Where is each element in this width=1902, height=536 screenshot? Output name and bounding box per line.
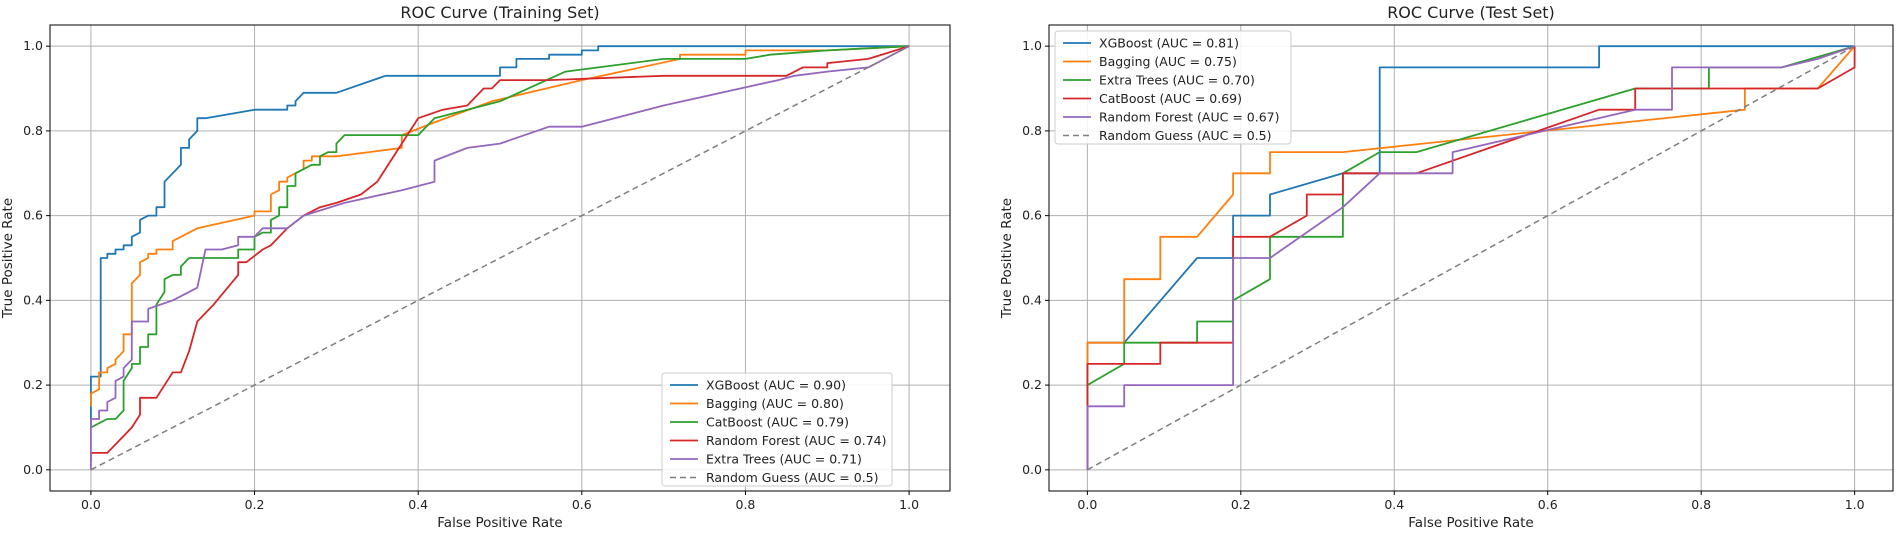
series-line-4	[90, 45, 910, 470]
x-tick-label: 0.8	[1691, 497, 1711, 512]
legend: XGBoost (AUC = 0.90) Bagging (AUC = 0.80)…	[661, 372, 893, 487]
y-tick-label: 0.0	[23, 462, 43, 477]
legend-label: Random Guess (AUC = 0.5)	[1099, 128, 1272, 143]
y-tick-label: 1.0	[23, 38, 43, 53]
x-axis-label: False Positive Rate	[437, 515, 562, 531]
test-roc-chart: 0.0 0.2 0.4 0.6 0.8 1.0 0.0 0.2 0.4 0.6 0.8 1.0 ROC …	[999, 3, 1894, 531]
y-tick-label: 0.6	[23, 208, 43, 223]
legend-label: CatBoost (AUC = 0.79)	[706, 415, 849, 430]
plot-frame	[49, 24, 951, 492]
x-tick-label: 0.4	[1384, 497, 1404, 512]
chart-title: ROC Curve (Training Set)	[400, 3, 599, 22]
y-tick-label: 1.0	[1022, 38, 1042, 53]
training-roc-chart: 0.0 0.2 0.4 0.6 0.8 1.0 0.0 0.2 0.4 0.6 0.8 1.0 ROC …	[0, 3, 951, 531]
x-tick-label: 0.0	[1077, 497, 1097, 512]
y-tick-label: 0.8	[1022, 123, 1042, 138]
y-axis-label: True Positive Rate	[999, 198, 1015, 319]
series-line-3	[1086, 46, 1856, 470]
series-line-3	[90, 45, 910, 462]
legend-label: CatBoost (AUC = 0.69)	[1099, 91, 1242, 106]
x-tick-label: 0.0	[81, 497, 101, 512]
legend-box	[661, 372, 893, 487]
x-axis-label: False Positive Rate	[1408, 515, 1533, 531]
x-tick-label: 1.0	[899, 497, 919, 512]
y-tick-label: 0.4	[23, 292, 43, 307]
series-line-0	[90, 45, 910, 428]
legend: XGBoost (AUC = 0.81) Bagging (AUC = 0.75)…	[1054, 30, 1292, 145]
y-axis-label: True Positive Rate	[0, 198, 16, 319]
series-line-4	[1086, 45, 1855, 470]
legend-label: Extra Trees (AUC = 0.71)	[706, 452, 862, 467]
legend-label: Random Forest (AUC = 0.67)	[1099, 110, 1280, 125]
series-line-5	[1087, 45, 1855, 471]
y-tick-label: 0.8	[23, 123, 43, 138]
series-line-1	[90, 45, 910, 407]
y-tick-label: 0.4	[1022, 292, 1042, 307]
x-tick-label: 0.2	[245, 497, 265, 512]
chart-title: ROC Curve (Test Set)	[1387, 3, 1555, 22]
y-tick-label: 0.2	[1022, 377, 1042, 392]
legend-label: XGBoost (AUC = 0.90)	[706, 378, 846, 393]
plot-frame	[1048, 24, 1894, 492]
legend-label: Random Forest (AUC = 0.74)	[706, 433, 887, 448]
x-tick-label: 1.0	[1845, 497, 1865, 512]
legend-box	[1054, 30, 1292, 145]
legend-label: Random Guess (AUC = 0.5)	[706, 470, 879, 485]
x-tick-label: 0.6	[572, 497, 592, 512]
y-tick-label: 0.0	[1022, 462, 1042, 477]
x-tick-label: 0.6	[1538, 497, 1558, 512]
x-tick-label: 0.2	[1231, 497, 1251, 512]
series-line-0	[1086, 45, 1855, 470]
y-tick-label: 0.6	[1022, 208, 1042, 223]
x-tick-label: 0.4	[408, 497, 428, 512]
legend-label: Bagging (AUC = 0.80)	[706, 396, 844, 411]
legend-label: Extra Trees (AUC = 0.70)	[1099, 73, 1255, 88]
y-tick-label: 0.2	[23, 377, 43, 392]
series-line-2	[90, 45, 910, 429]
series-line-5	[90, 45, 910, 471]
legend-label: Bagging (AUC = 0.75)	[1099, 54, 1237, 69]
x-tick-label: 0.8	[736, 497, 756, 512]
legend-label: XGBoost (AUC = 0.81)	[1099, 36, 1239, 51]
